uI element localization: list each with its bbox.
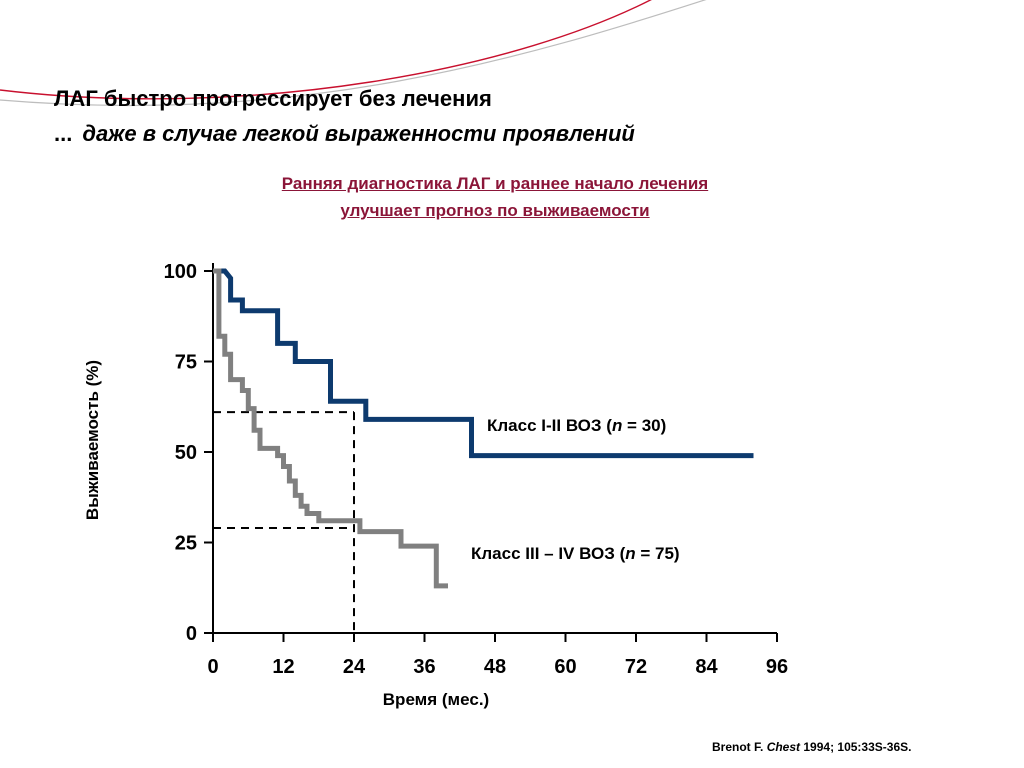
headline-emphasis: даже в случае легкой выраженности проявл… — [82, 121, 635, 146]
series-label: Класс III – IV ВОЗ (n = 75) — [471, 544, 680, 563]
citation-details: 1994; 105:33S-36S. — [803, 740, 912, 754]
y-tick-label: 75 — [175, 352, 197, 374]
survival-curve-class-3-4 — [213, 268, 448, 589]
x-tick-label: 0 — [207, 656, 218, 678]
chart-subtitle-line-2: улучшает прогноз по выживаемости — [340, 201, 650, 220]
citation-author: Brenot F. — [712, 740, 764, 754]
survival-curve-class-1-2 — [213, 268, 754, 459]
series-label: Класс I-II ВОЗ (n = 30) — [487, 416, 666, 435]
y-tick-label: 100 — [164, 261, 197, 283]
decorative-swoosh — [0, 0, 707, 107]
y-tick-label: 50 — [175, 442, 197, 464]
chart-subtitle-line-1: Ранняя диагностика ЛАГ и раннее начало л… — [281, 174, 709, 193]
x-tick-label: 72 — [625, 656, 647, 678]
x-tick-label: 24 — [343, 656, 366, 678]
x-tick-label: 96 — [766, 656, 788, 678]
y-tick-label: 25 — [175, 533, 197, 555]
x-tick-label: 36 — [413, 656, 435, 678]
y-tick-label: 0 — [186, 623, 197, 645]
headline: ЛАГ быстро прогрессирует без лечения — [54, 86, 492, 111]
citation: Brenot F. Chest 1994; 105:33S-36S. — [712, 740, 911, 754]
x-tick-label: 12 — [272, 656, 294, 678]
headline-ellipsis: ... — [54, 121, 73, 146]
headline-subtext: ... даже в случае легкой выраженности про… — [54, 121, 635, 147]
y-axis-title: Выживаемость (%) — [83, 360, 102, 520]
citation-journal: Chest — [766, 740, 801, 754]
x-axis-title: Время (мес.) — [383, 690, 489, 709]
x-tick-label: 60 — [554, 656, 576, 678]
x-tick-label: 48 — [484, 656, 506, 678]
x-tick-label: 84 — [695, 656, 718, 678]
